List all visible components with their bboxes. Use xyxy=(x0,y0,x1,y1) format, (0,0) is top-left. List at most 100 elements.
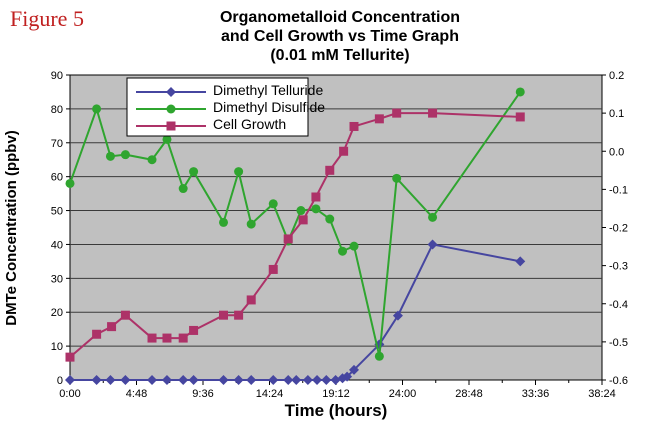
data-point-cell-growth xyxy=(392,108,402,118)
data-point-dimethyl-disulfide xyxy=(219,217,229,227)
data-point-dimethyl-disulfide xyxy=(325,214,335,224)
data-point-dimethyl-disulfide xyxy=(392,173,402,183)
y-right-tick-label: -0.6 xyxy=(609,375,628,387)
data-point-dimethyl-disulfide xyxy=(268,199,278,209)
data-point-cell-growth xyxy=(189,325,199,335)
y-left-tick-label: 50 xyxy=(51,206,63,218)
data-point-dimethyl-telluride xyxy=(342,371,353,382)
data-point-cell-growth xyxy=(311,192,321,202)
data-point-cell-growth xyxy=(515,112,525,122)
data-point-dimethyl-telluride xyxy=(120,375,131,385)
data-point-cell-growth xyxy=(349,121,359,131)
data-point-dimethyl-telluride xyxy=(312,375,323,385)
data-series xyxy=(65,87,526,385)
series-line-cell-growth xyxy=(69,112,521,358)
data-point-cell-growth xyxy=(92,329,102,339)
x-tick-label: 0:00 xyxy=(59,388,80,400)
y-left-tick-label: 70 xyxy=(51,138,63,150)
data-point-dimethyl-telluride xyxy=(105,375,116,385)
plot-area xyxy=(69,74,603,381)
chart-title: Organometalloid Concentration and Cell G… xyxy=(105,8,575,65)
legend-label-dimethyl-disulfide: Dimethyl Disulfide xyxy=(213,99,325,115)
y-left-tick-label: 60 xyxy=(51,172,63,184)
data-point-cell-growth xyxy=(325,165,335,175)
series-line-dimethyl-disulfide xyxy=(69,91,522,357)
legend-marker-square xyxy=(166,121,176,131)
data-point-dimethyl-telluride xyxy=(161,375,172,385)
data-point-dimethyl-telluride xyxy=(392,310,403,321)
data-point-dimethyl-telluride xyxy=(268,375,279,385)
y-left-tick-label: 90 xyxy=(51,70,63,82)
data-point-dimethyl-disulfide xyxy=(338,246,348,256)
data-point-dimethyl-telluride xyxy=(147,375,158,385)
y-right-tick-label: -0.2 xyxy=(609,223,628,235)
x-tick-label: 9:36 xyxy=(192,388,213,400)
data-point-cell-growth xyxy=(268,264,278,274)
y-right-tick-label: -0.3 xyxy=(609,261,628,273)
y-axis-right-tick-labels: -0.6 -0.5 -0.4 -0.3 -0.2 -0.1 0.0 0.1 0.2 xyxy=(609,70,628,387)
chart-title-line-2: and Cell Growth vs Time Graph xyxy=(221,28,459,45)
legend-marker-circle xyxy=(166,104,176,114)
data-point-dimethyl-telluride xyxy=(233,375,244,385)
legend-swatches xyxy=(136,87,206,131)
y-left-tick-label: 20 xyxy=(51,307,63,319)
legend: Dimethyl Telluride Dimethyl Disulfide Ce… xyxy=(126,77,325,137)
data-point-cell-growth xyxy=(120,310,130,320)
data-point-dimethyl-telluride xyxy=(218,375,229,385)
x-tick-label: 4:48 xyxy=(126,388,147,400)
y-right-tick-label: -0.1 xyxy=(609,184,628,196)
x-tick-label: 19:12 xyxy=(322,388,350,400)
series-cell-growth xyxy=(65,108,525,362)
x-tick-label: 33:36 xyxy=(522,388,550,400)
gridlines xyxy=(70,108,602,347)
data-point-dimethyl-disulfide xyxy=(296,206,306,216)
chart-title-line-3: (0.01 mM Tellurite) xyxy=(270,47,410,64)
figure-label: Figure 5 xyxy=(10,6,84,31)
data-point-dimethyl-disulfide xyxy=(311,204,321,214)
data-point-dimethyl-disulfide xyxy=(428,212,438,222)
data-point-dimethyl-disulfide xyxy=(374,351,384,361)
data-point-dimethyl-telluride xyxy=(246,375,257,385)
data-point-dimethyl-telluride xyxy=(515,256,526,267)
data-point-cell-growth xyxy=(246,295,256,305)
data-point-dimethyl-disulfide xyxy=(178,184,188,194)
x-tick-label: 24:00 xyxy=(389,388,417,400)
data-point-cell-growth xyxy=(178,333,188,343)
data-point-cell-growth xyxy=(65,352,75,362)
data-point-dimethyl-telluride xyxy=(178,375,189,385)
data-point-dimethyl-telluride xyxy=(291,375,302,385)
data-point-dimethyl-disulfide xyxy=(65,178,75,188)
data-point-dimethyl-telluride xyxy=(65,375,75,385)
x-axis-tick-labels: 0:00 4:48 9:36 14:24 19:12 24:00 28:48 33:36 38:… xyxy=(59,388,615,400)
y-axis-left-tick-labels: 0 10 20 30 40 50 60 70 80 90 xyxy=(51,70,63,387)
y-right-tick-label: 0.0 xyxy=(609,146,624,158)
data-point-dimethyl-telluride xyxy=(91,375,102,385)
data-point-cell-growth xyxy=(219,310,229,320)
y-axis-title: DMTe Concentration (ppbv) xyxy=(3,130,20,326)
data-point-dimethyl-telluride xyxy=(330,375,341,385)
y-right-tick-label: 0.2 xyxy=(609,70,624,82)
data-point-dimethyl-telluride xyxy=(283,375,294,385)
legend-marker-diamond xyxy=(166,87,176,97)
data-point-cell-growth xyxy=(234,310,244,320)
data-point-dimethyl-disulfide xyxy=(147,155,157,165)
data-point-dimethyl-telluride xyxy=(349,364,360,375)
data-point-cell-growth xyxy=(162,333,172,343)
data-point-dimethyl-disulfide xyxy=(515,87,525,97)
series-dimethyl-telluride xyxy=(65,239,526,385)
x-axis-title: Time (hours) xyxy=(285,401,388,420)
data-point-cell-growth xyxy=(298,215,308,225)
data-point-cell-growth xyxy=(107,322,117,332)
x-tick-label: 28:48 xyxy=(455,388,483,400)
y-left-tick-label: 80 xyxy=(51,104,63,116)
data-point-cell-growth xyxy=(147,333,157,343)
data-point-cell-growth xyxy=(428,108,438,118)
data-point-dimethyl-disulfide xyxy=(162,134,172,144)
data-point-dimethyl-telluride xyxy=(321,375,332,385)
y-right-tick-label: -0.4 xyxy=(609,299,628,311)
legend-label-dimethyl-telluride: Dimethyl Telluride xyxy=(213,82,323,98)
chart-title-line-1: Organometalloid Concentration xyxy=(219,9,460,26)
data-point-dimethyl-telluride xyxy=(188,375,199,385)
data-point-dimethyl-disulfide xyxy=(349,241,359,251)
